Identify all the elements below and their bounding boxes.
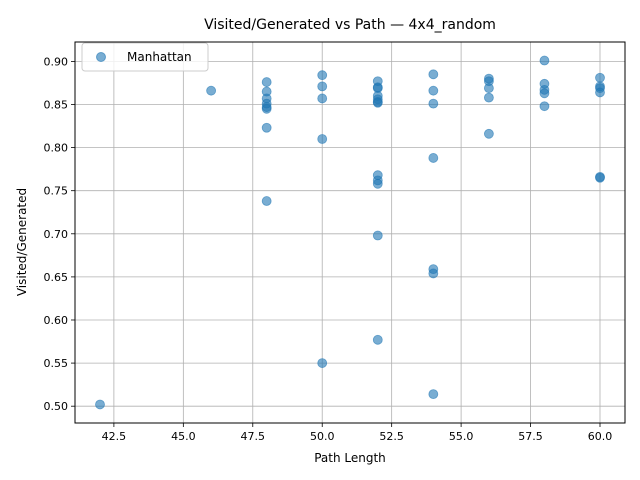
data-point bbox=[428, 69, 439, 80]
x-tick-label: 60.0 bbox=[588, 430, 613, 443]
data-point bbox=[428, 268, 439, 279]
data-point bbox=[372, 178, 383, 189]
data-point bbox=[261, 122, 272, 133]
y-tick-label: 0.55 bbox=[44, 357, 69, 370]
data-point bbox=[539, 101, 550, 112]
y-tick-label: 0.60 bbox=[44, 314, 69, 327]
data-point bbox=[539, 55, 550, 66]
grid-lines bbox=[75, 42, 625, 423]
data-point bbox=[261, 103, 272, 114]
data-point bbox=[428, 389, 439, 400]
y-tick-label: 0.50 bbox=[44, 400, 69, 413]
data-point bbox=[483, 92, 494, 103]
data-point bbox=[317, 93, 328, 104]
x-tick-label: 47.5 bbox=[241, 430, 266, 443]
legend-marker bbox=[96, 52, 106, 62]
legend-box bbox=[81, 42, 209, 72]
data-point bbox=[317, 358, 328, 368]
x-tick-label: 52.5 bbox=[379, 430, 404, 443]
chart-title: Visited/Generated vs Path — 4x4_random bbox=[204, 17, 496, 33]
data-point bbox=[428, 85, 439, 96]
data-point bbox=[483, 128, 494, 139]
data-point bbox=[261, 196, 272, 206]
y-axis-ticks: 0.50 0.55 0.60 0.65 0.70 0.75 0.80 0.85 0.90 bbox=[44, 55, 75, 413]
data-point bbox=[428, 153, 439, 163]
data-point bbox=[261, 77, 272, 87]
data-point bbox=[317, 70, 328, 81]
data-point bbox=[595, 172, 605, 183]
legend: Manhattan bbox=[81, 42, 209, 72]
y-tick-label: 0.80 bbox=[44, 142, 69, 155]
y-tick-label: 0.85 bbox=[44, 98, 69, 111]
y-axis-label: Visited/Generated bbox=[15, 188, 29, 296]
x-tick-label: 50.0 bbox=[310, 430, 335, 443]
data-point bbox=[372, 97, 383, 108]
data-points bbox=[95, 55, 605, 410]
legend-label: Manhattan bbox=[127, 50, 192, 64]
data-point bbox=[595, 72, 605, 83]
x-axis-label: Path Length bbox=[314, 451, 386, 465]
data-point bbox=[428, 98, 439, 109]
data-point bbox=[317, 81, 328, 92]
data-point bbox=[95, 399, 105, 410]
x-tick-label: 42.5 bbox=[102, 430, 127, 443]
data-point bbox=[206, 85, 217, 96]
plot-area bbox=[75, 42, 625, 423]
x-axis-ticks: 42.5 45.0 47.5 50.0 52.5 55.0 57.5 60.0 bbox=[102, 423, 613, 443]
y-tick-label: 0.65 bbox=[44, 271, 69, 284]
y-tick-label: 0.75 bbox=[44, 185, 69, 198]
data-point bbox=[372, 334, 383, 345]
x-tick-label: 45.0 bbox=[171, 430, 196, 443]
data-point bbox=[483, 83, 494, 94]
x-tick-label: 55.0 bbox=[449, 430, 474, 443]
data-point bbox=[317, 134, 328, 144]
data-point bbox=[595, 87, 605, 98]
y-tick-label: 0.90 bbox=[44, 55, 69, 68]
x-tick-label: 57.5 bbox=[518, 430, 543, 443]
data-point bbox=[372, 230, 383, 241]
plot-frame bbox=[74, 41, 626, 424]
y-tick-label: 0.70 bbox=[44, 228, 69, 241]
data-point bbox=[539, 88, 550, 99]
